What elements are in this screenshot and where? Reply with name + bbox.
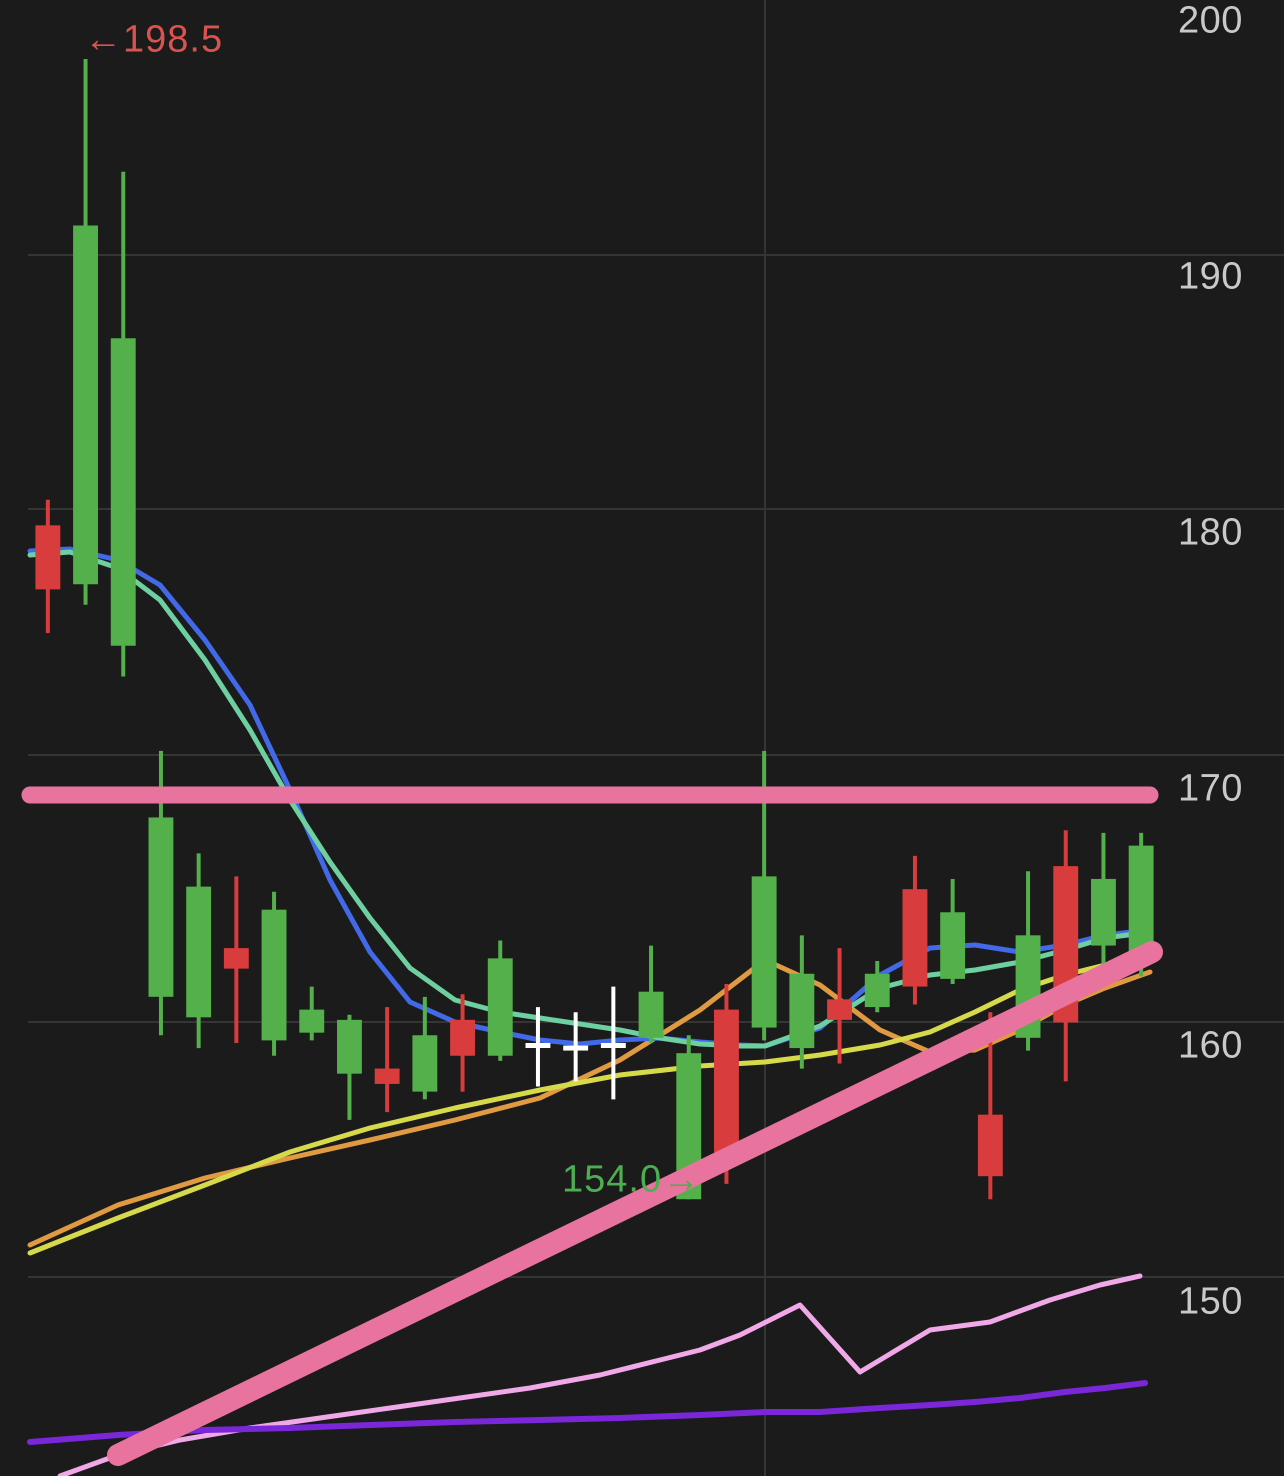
candle-body <box>1091 878 1116 946</box>
candle-body <box>487 958 513 1056</box>
candle-body <box>977 1114 1003 1177</box>
candle-body <box>1128 845 1154 959</box>
candle <box>977 1012 1003 1200</box>
candle-body <box>412 1035 438 1092</box>
candle <box>600 986 626 1100</box>
candle <box>638 945 664 1043</box>
candle-body <box>148 817 174 997</box>
candle <box>261 891 287 1056</box>
candle <box>35 499 61 633</box>
candle <box>110 171 136 677</box>
candle-body <box>827 999 852 1020</box>
candle-body <box>261 909 287 1041</box>
candle-body <box>714 1009 739 1164</box>
candle-body <box>789 973 815 1049</box>
gridlines <box>28 0 1284 1476</box>
candle <box>1091 832 1116 967</box>
candle <box>789 935 815 1069</box>
candle-body <box>902 889 928 987</box>
candle-body <box>751 876 777 1028</box>
candle-body <box>35 525 61 590</box>
candle <box>186 853 212 1049</box>
series-osc-light-violet <box>57 1273 1143 1476</box>
candle-body <box>450 1019 475 1056</box>
candle <box>450 994 475 1092</box>
candle-body <box>223 948 249 969</box>
candle-body <box>73 225 98 585</box>
candle <box>827 948 852 1064</box>
candle <box>1053 830 1079 1082</box>
series-osc-purple <box>27 1380 1148 1445</box>
candle <box>1128 832 1154 977</box>
candlesticks <box>35 58 1154 1200</box>
candle <box>563 1012 589 1082</box>
candle <box>940 878 966 984</box>
candle-body <box>186 886 212 1018</box>
candle <box>864 960 890 1013</box>
uptrend-line[interactable] <box>107 941 1163 1466</box>
candle <box>487 940 513 1061</box>
candle <box>525 1007 551 1087</box>
candle-body <box>299 1009 325 1033</box>
candle-body <box>337 1019 362 1074</box>
candle-body <box>864 973 890 1008</box>
user-drawings[interactable] <box>21 786 1163 1466</box>
candle <box>73 58 98 605</box>
candle-body <box>940 912 966 979</box>
candle-body <box>110 338 136 646</box>
candle <box>223 876 249 1043</box>
candle-body <box>638 991 664 1038</box>
candle <box>337 1014 362 1120</box>
candle <box>902 855 928 1005</box>
candle-body <box>374 1068 400 1084</box>
candle <box>299 986 325 1041</box>
candle <box>412 996 438 1100</box>
candle <box>374 1007 400 1113</box>
